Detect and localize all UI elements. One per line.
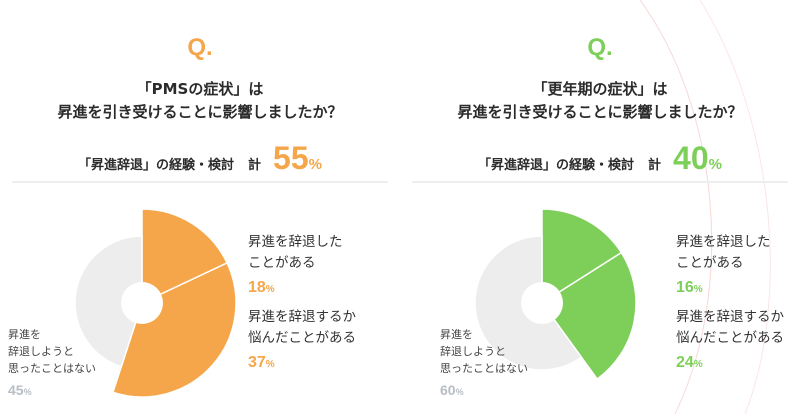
slice-label-declined-line2: ことがある [676, 255, 744, 271]
summary-row: 「昇進辞退」の経験・検討 計 55% [0, 140, 400, 177]
slice-label-considered-line2: 悩んだことがある [676, 330, 784, 346]
slice-value-never: 60% [440, 382, 464, 398]
slice-label-declined: 昇進を辞退した ことがある [676, 232, 771, 274]
summary-total-percent-sign: % [708, 156, 722, 173]
pie-slice-declined [541, 208, 623, 305]
pie-slice-considered [112, 261, 237, 398]
summary-total-value: 40 [673, 140, 709, 176]
summary-total-value: 55 [273, 140, 309, 176]
slice-label-considered-line1: 昇進を辞退するか [248, 309, 356, 325]
divider [412, 181, 788, 183]
slice-value-considered-percent-sign: % [693, 359, 703, 370]
question-title-line1: 「PMSの症状」は [136, 80, 264, 98]
summary-total-percent-sign: % [308, 156, 322, 173]
pms-chart-panel: Q. 「PMSの症状」は 昇進を引き受けることに影響しましたか？ 「昇進辞退」の… [0, 34, 400, 398]
slice-value-considered-percent-sign: % [265, 359, 275, 370]
slice-label-never-line3: 思ったことはない [440, 362, 528, 375]
summary-label: 「昇進辞退」の経験・検討 [78, 158, 235, 173]
slice-value-declined-percent-sign: % [693, 284, 703, 295]
slice-value-declined-percent-sign: % [265, 284, 275, 295]
menopause-chart-panel: Q. 「更年期の症状」は 昇進を引き受けることに影響しましたか？ 「昇進辞退」の… [400, 0, 800, 414]
slice-label-considered: 昇進を辞退するか 悩んだことがある [248, 307, 356, 349]
slice-label-never: 昇進を 辞退しようと 思ったことはない [8, 326, 96, 377]
question-mark: Q. [587, 34, 613, 61]
slice-value-never-number: 45 [8, 382, 24, 398]
slice-label-declined-line1: 昇進を辞退した [676, 234, 771, 250]
slice-value-considered-number: 24 [676, 354, 694, 371]
divider [12, 181, 388, 183]
slice-label-considered-line2: 悩んだことがある [248, 330, 356, 346]
pie-center-hole [121, 282, 163, 324]
slice-label-never-line3: 思ったことはない [8, 362, 96, 375]
slice-label-never-line1: 昇進を [8, 328, 41, 341]
pie-chart [474, 208, 637, 381]
slice-value-declined: 18% [248, 279, 275, 297]
pie-slice-never [74, 235, 143, 368]
summary-total-label: 計 [648, 158, 662, 173]
slice-label-declined: 昇進を辞退した ことがある [248, 232, 343, 274]
slice-value-never-percent-sign: % [455, 387, 464, 397]
question-title-line2: 昇進を引き受けることに影響しましたか？ [57, 103, 343, 121]
decorative-curve-1 [639, 0, 713, 414]
slice-value-declined-number: 18 [248, 279, 266, 296]
summary-total: 55% [273, 140, 322, 177]
slice-label-never-line2: 辞退しようと [440, 345, 506, 358]
slice-label-considered-line1: 昇進を辞退するか [676, 309, 784, 325]
pie-chart [74, 208, 237, 398]
pie-slice-declined [141, 208, 229, 305]
slice-label-never-line2: 辞退しようと [8, 345, 74, 358]
slice-value-never-percent-sign: % [23, 387, 32, 397]
slice-value-never-number: 60 [440, 382, 456, 398]
slice-label-never-line1: 昇進を [440, 328, 473, 341]
slice-label-declined-line2: ことがある [248, 255, 316, 271]
pie-center-hole [521, 282, 563, 324]
slice-label-declined-line1: 昇進を辞退した [248, 234, 343, 250]
slice-value-never: 45% [8, 382, 32, 398]
summary-total: 40% [673, 140, 722, 177]
question-mark: Q. [187, 34, 213, 61]
slice-label-never: 昇進を 辞退しようと 思ったことはない [440, 326, 528, 377]
pie-slice-considered [540, 251, 637, 381]
slice-value-declined-number: 16 [676, 279, 694, 296]
slice-value-considered: 24% [676, 354, 703, 372]
summary-label: 「昇進辞退」の経験・検討 [478, 158, 635, 173]
question-title-line2: 昇進を引き受けることに影響しましたか？ [457, 103, 743, 121]
decorative-curve-2 [699, 0, 771, 414]
summary-row: 「昇進辞退」の経験・検討 計 40% [400, 140, 800, 177]
slice-label-considered: 昇進を辞退するか 悩んだことがある [676, 307, 784, 349]
slice-value-declined: 16% [676, 279, 703, 297]
slice-value-considered-number: 37 [248, 354, 266, 371]
slice-value-considered: 37% [248, 354, 275, 372]
question-title-line1: 「更年期の症状」は [532, 80, 668, 98]
summary-total-label: 計 [248, 158, 262, 173]
